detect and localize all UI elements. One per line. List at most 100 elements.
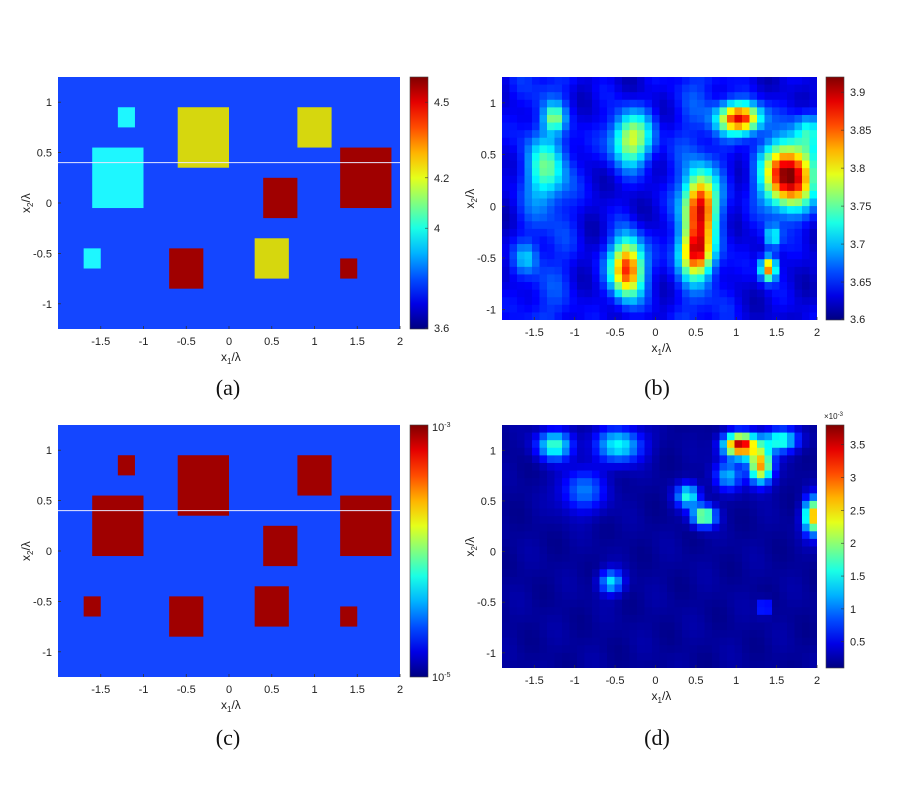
field-cell xyxy=(659,592,668,601)
field-cell xyxy=(577,478,586,487)
field-cell xyxy=(502,206,511,215)
field-cell xyxy=(719,221,728,230)
field-cell xyxy=(757,485,766,494)
field-cell xyxy=(607,607,616,616)
field-cell xyxy=(517,614,526,624)
colorbar-tick-label: 0.5 xyxy=(850,637,865,649)
field-cell xyxy=(772,425,781,434)
field-cell xyxy=(547,630,556,639)
field-cell xyxy=(622,516,631,525)
field-cell xyxy=(539,304,548,313)
field-cell xyxy=(637,493,646,502)
colorbar-tick-label: 4.2 xyxy=(434,173,449,185)
field-cell xyxy=(682,130,691,139)
field-cell xyxy=(629,304,638,313)
field-cell xyxy=(554,592,563,601)
field-cell xyxy=(727,221,736,230)
field-cell xyxy=(734,425,743,434)
field-cell xyxy=(697,244,706,253)
field-cell xyxy=(742,645,751,654)
field-cell xyxy=(697,599,706,608)
field-cell xyxy=(547,447,556,456)
field-cell xyxy=(794,576,803,586)
field-cell xyxy=(517,213,526,222)
field-cell xyxy=(742,576,751,586)
field-cell xyxy=(794,493,803,502)
field-cell xyxy=(749,221,758,230)
field-cell xyxy=(734,304,743,313)
field-cell xyxy=(644,92,653,101)
field-cell xyxy=(712,228,721,238)
field-cell xyxy=(764,160,773,169)
field-cell xyxy=(509,206,518,215)
field-cell xyxy=(562,99,571,108)
field-cell xyxy=(727,425,736,434)
field-cell xyxy=(614,130,623,139)
field-cell xyxy=(509,297,518,306)
field-cell xyxy=(674,228,683,238)
field-cell xyxy=(779,77,788,86)
field-cell xyxy=(749,152,758,162)
field-cell xyxy=(532,244,541,253)
field-cell xyxy=(712,660,721,668)
field-cell xyxy=(502,531,511,540)
field-cell xyxy=(809,478,817,487)
panel-b: -1.5 -1 -0.5 0 0.5 1 1.5 210.50-0.5-1x1/λx2/λ3.… xyxy=(463,76,871,400)
field-cell xyxy=(727,447,736,456)
field-cell xyxy=(667,77,676,86)
field-cell xyxy=(794,137,803,146)
field-cell xyxy=(562,569,571,578)
field-cell xyxy=(599,576,608,586)
field-cell xyxy=(622,130,631,139)
field-cell xyxy=(517,637,526,646)
field-cell xyxy=(629,592,638,601)
field-cell xyxy=(637,569,646,578)
field-cell xyxy=(779,478,788,487)
field-cell xyxy=(794,478,803,487)
field-cell xyxy=(614,244,623,253)
field-cell xyxy=(682,470,691,479)
field-cell xyxy=(509,561,518,570)
field-cell xyxy=(607,508,616,517)
field-cell xyxy=(719,425,728,434)
field-cell xyxy=(794,569,803,578)
field-cell xyxy=(809,282,817,291)
field-cell xyxy=(697,455,706,464)
field-cell xyxy=(517,228,526,238)
x-axis-label-sub: 1 xyxy=(227,357,232,366)
field-cell xyxy=(734,645,743,654)
field-cell xyxy=(667,485,676,494)
field-cell xyxy=(779,440,788,449)
field-cell xyxy=(629,447,638,456)
panel-caption: (b) xyxy=(644,375,670,400)
field-cell xyxy=(577,425,586,434)
field-cell xyxy=(704,289,713,298)
field-cell xyxy=(719,652,728,661)
field-cell xyxy=(734,206,743,215)
field-cell xyxy=(502,289,511,298)
field-cell xyxy=(547,660,556,668)
field-cell xyxy=(734,531,743,540)
field-cell xyxy=(719,190,728,200)
field-cell xyxy=(517,92,526,101)
field-cell xyxy=(607,221,616,230)
colorbar-min-base: 10 xyxy=(432,672,444,684)
field-cell xyxy=(772,470,781,479)
field-cell xyxy=(622,228,631,238)
field-cell xyxy=(524,622,533,631)
field-cell xyxy=(607,236,616,245)
field-cell xyxy=(712,99,721,108)
field-cell xyxy=(734,198,743,207)
field-cell xyxy=(704,630,713,639)
field-cell xyxy=(547,304,556,313)
field-cell xyxy=(772,493,781,502)
field-cell xyxy=(734,576,743,586)
field-cell xyxy=(599,584,608,593)
field-cell xyxy=(734,485,743,494)
field-cell xyxy=(562,660,571,668)
field-cell xyxy=(757,160,766,169)
field-cell xyxy=(734,190,743,200)
field-cell xyxy=(592,137,601,146)
field-cell xyxy=(532,213,541,222)
field-cell xyxy=(772,478,781,487)
